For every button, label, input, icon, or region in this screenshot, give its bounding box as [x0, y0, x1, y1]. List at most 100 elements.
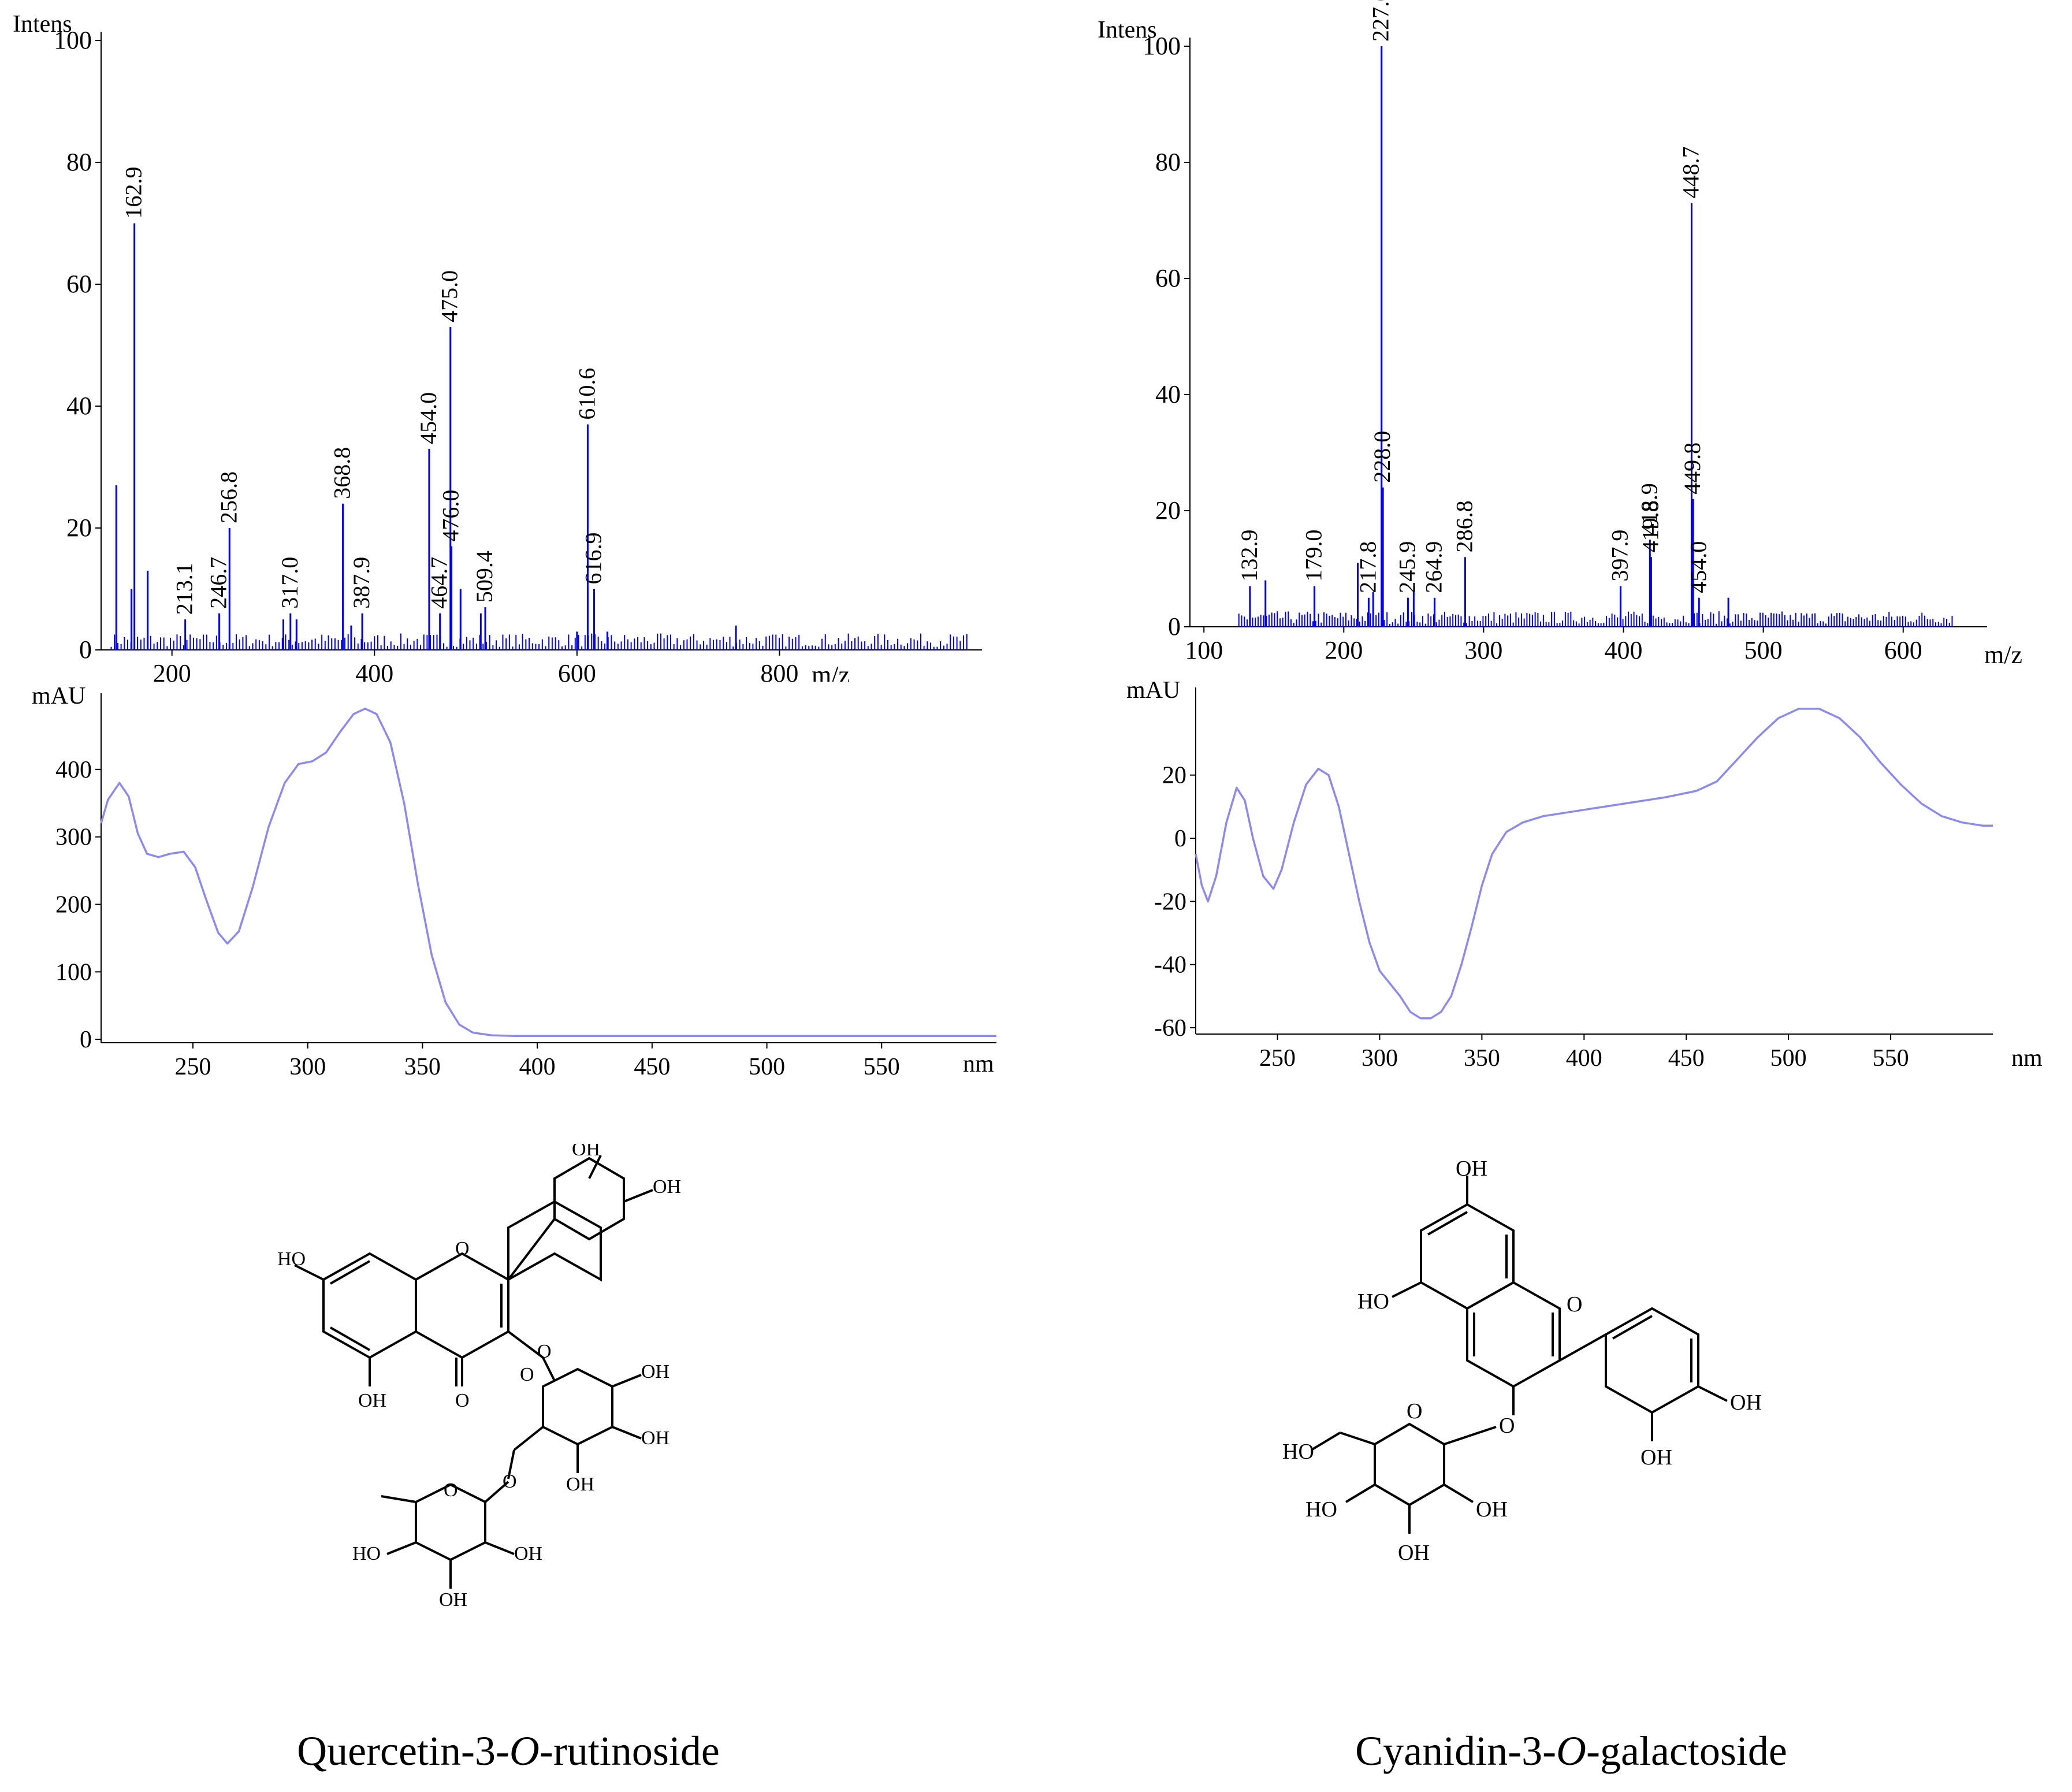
ms-right-peak-label: 227.0	[1368, 0, 1394, 42]
uv-left-x-tick-label: 450	[634, 1054, 670, 1080]
ms-right-peak-label: 264.9	[1420, 541, 1446, 593]
uv-right-xlabel: nm	[2011, 1045, 2043, 1072]
ms-left-peak-label: 610.6	[574, 368, 600, 420]
ms-left-plot: 0 20 40 60 80 100 200 400 600 800 162.9 213.1 246.7 2…	[54, 26, 982, 682]
caption-cyanidin-suffix: -galactoside	[1586, 1728, 1787, 1774]
ms-right-x-tick-label: 500	[1744, 636, 1783, 664]
c-label-2: HO	[1357, 1289, 1389, 1314]
ms-right-peak-label: 449.8	[1679, 443, 1705, 495]
uv-left-ylabel: mAU	[32, 683, 85, 709]
ms-right-y-tick-label: 100	[1143, 32, 1181, 60]
q-label-12: O	[503, 1471, 517, 1492]
caption-cyanidin-italic: O	[1556, 1728, 1587, 1774]
uv-right-y-tick-label: 0	[1174, 826, 1186, 852]
ms-left-peak-label: 454.0	[415, 392, 441, 444]
ms-left-xlabel: m/z	[812, 661, 850, 682]
q-label-3: HO	[277, 1248, 306, 1270]
c-label-11: OH	[1641, 1445, 1672, 1470]
ms-left-peak-label: 475.0	[437, 270, 463, 322]
q-label-13: O	[444, 1479, 458, 1501]
uv-left-y-tick-label: 0	[80, 1027, 92, 1053]
q-label-9: OH	[641, 1361, 669, 1382]
q-label-1: OH	[572, 1144, 600, 1160]
caption-quercetin-italic: O	[509, 1728, 540, 1774]
uv-left-x-tick-label: 500	[749, 1054, 785, 1080]
ms-left-peak-label: 162.9	[121, 167, 147, 219]
ms-left-peak-label: 246.7	[206, 557, 232, 609]
c-label-8: OH	[1476, 1497, 1508, 1522]
q-label-16: OH	[439, 1589, 467, 1611]
ms-right-plot: 0 20 40 60 80 100 100 200 300 400 500 600 132.9 179.0…	[1143, 0, 1987, 664]
ms-right-ylabel: Intens	[1098, 17, 1157, 43]
ms-right-chart: Intens m/z 0 20 40 60 80 100 100 200 300 400 500 60…	[1098, 0, 2022, 669]
uv-left-x-tick-label: 400	[519, 1054, 556, 1080]
ms-right-peak-label: 454.0	[1685, 541, 1711, 593]
uv-left-y-tick-label: 200	[55, 891, 92, 918]
ms-right-peak-label: 132.9	[1236, 530, 1262, 582]
ms-left-peak-label: 368.8	[329, 447, 355, 499]
c-label-6: HO	[1282, 1440, 1314, 1464]
ms-left-x-tick-label: 800	[760, 659, 798, 682]
ms-right-x-tick-label: 100	[1185, 636, 1223, 664]
q-label-15: OH	[514, 1543, 542, 1564]
ms-left-x-tick-label: 200	[153, 659, 191, 682]
uv-left-y-tick-label: 100	[55, 959, 92, 986]
uv-left-x-tick-label: 300	[289, 1054, 326, 1080]
uv-left-y-tick-label: 400	[55, 757, 92, 783]
q-label-14: HO	[352, 1543, 381, 1564]
q-label-5: O	[455, 1390, 470, 1411]
caption-quercetin-suffix: -rutinoside	[539, 1728, 720, 1774]
q-label-4: O	[455, 1238, 470, 1259]
ms-left-x-tick-label: 400	[355, 659, 393, 682]
uv-right-y-tick-label: -20	[1154, 888, 1186, 915]
ms-right-y-tick-label: 40	[1155, 380, 1181, 408]
ms-right-peak-label: 397.9	[1606, 530, 1632, 582]
uv-right-chart: mAU nm -60 -40 -20 0 20 250 300 350 400 450 500 550	[1126, 682, 2043, 1072]
ms-left-ylabel: Intens	[13, 11, 72, 38]
ms-left-peak-label: 464.7	[426, 557, 452, 609]
ms-right-y-tick-label: 80	[1155, 148, 1181, 176]
ms-right-peak-label: 418.9	[1636, 483, 1662, 535]
ms-right-peak-label: 448.7	[1677, 146, 1703, 198]
uv-left-y-tick-label: 300	[55, 824, 92, 851]
uv-left-x-tick-label: 550	[864, 1054, 900, 1080]
ms-left-y-tick-label: 20	[66, 514, 92, 542]
ms-right-x-tick-label: 200	[1325, 636, 1363, 664]
ms-left-peak-label: 213.1	[172, 563, 198, 615]
c-label-4: O	[1499, 1414, 1515, 1438]
uv-right-plot: -60 -40 -20 0 20 250 300 350 400 450 500 550	[1154, 687, 1993, 1072]
c-label-7: HO	[1305, 1497, 1337, 1522]
uv-left-x-tick-label: 350	[404, 1054, 441, 1080]
uv-left-chart: mAU nm 0 100 200 300 400 250 300 350 400 450 500 55…	[32, 683, 996, 1080]
ms-left-y-tick-label: 100	[54, 26, 92, 54]
uv-right-x-tick-label: 300	[1362, 1045, 1398, 1072]
uv-right-ylabel: mAU	[1126, 682, 1180, 704]
q-label-11: OH	[566, 1474, 594, 1495]
uv-left-xlabel: nm	[963, 1051, 994, 1077]
c-label-1: OH	[1456, 1157, 1487, 1181]
caption-quercetin-prefix: Quercetin-3-	[297, 1728, 509, 1774]
uv-right-x-tick-label: 250	[1259, 1045, 1296, 1072]
ms-right-peak-label: 228.0	[1369, 431, 1395, 483]
ms-left-peak-label: 476.0	[437, 490, 463, 542]
ms-left-y-tick-label: 40	[66, 392, 92, 420]
quercetin-3-O-rutinoside-structure-icon: OH OH HO O O OH O O OH OH OH O O HO OH O…	[277, 1144, 681, 1611]
ms-right-peak-label: 217.8	[1355, 541, 1381, 593]
ms-right-y-tick-label: 0	[1168, 612, 1181, 641]
uv-right-trace	[1195, 708, 1993, 1020]
q-label-10: OH	[641, 1427, 669, 1449]
uv-right-x-tick-label: 500	[1770, 1045, 1807, 1072]
uv-right-x-tick-label: 350	[1464, 1045, 1500, 1072]
uv-right-x-tick-label: 400	[1566, 1045, 1602, 1072]
q-label-6: OH	[358, 1390, 386, 1411]
ms-right-peak-label: 419.8	[1637, 500, 1663, 552]
ms-left-peak-label: 616.9	[580, 533, 606, 585]
ms-right-peak-label: 286.8	[1451, 500, 1477, 552]
c-label-3: O	[1567, 1292, 1582, 1317]
cyanidin-3-O-galactoside-structure-icon: OH HO O O O HO HO OH OH OH OH	[1282, 1157, 1762, 1565]
ms-left-y-tick-label: 0	[79, 635, 92, 664]
c-label-5: O	[1407, 1399, 1422, 1423]
caption-quercetin: Quercetin-3-O-rutinoside	[297, 1727, 720, 1775]
ms-left-peak-label: 387.9	[348, 557, 374, 609]
ms-left-peak-label: 256.8	[215, 471, 241, 523]
